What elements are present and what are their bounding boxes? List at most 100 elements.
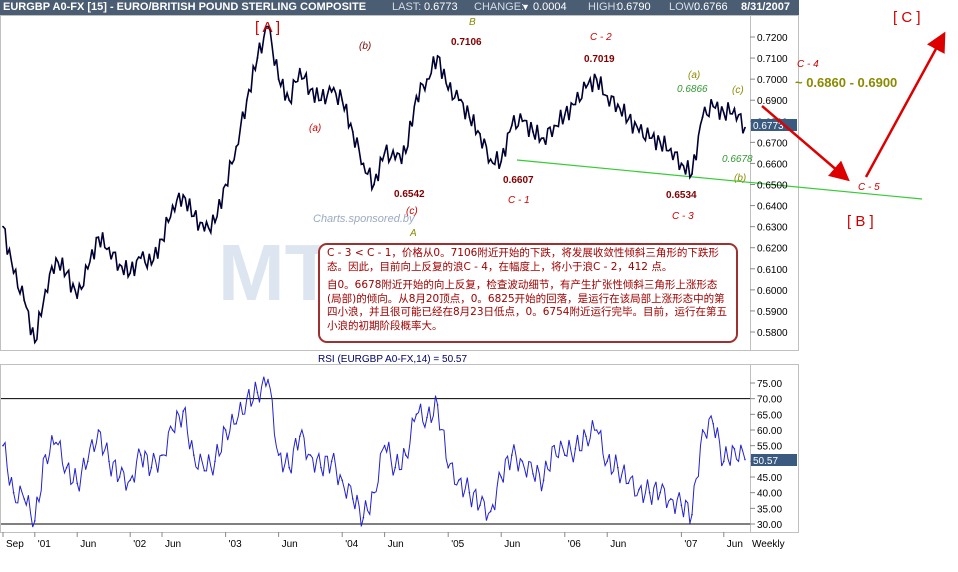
- time-tick-label: '03: [229, 539, 242, 550]
- wave-A: A: [409, 228, 417, 239]
- price-point: [277, 78, 280, 81]
- rsi-point: [691, 513, 693, 516]
- price-point: [574, 103, 577, 106]
- rsi-panel-frame: [0, 364, 751, 533]
- rsi-point: [362, 516, 365, 519]
- price-point: [595, 78, 598, 81]
- time-gridlines: [2, 532, 725, 537]
- rsi-point: [426, 416, 428, 419]
- time-tick-label: Sep: [6, 539, 24, 550]
- price-point: [139, 257, 142, 260]
- rsi-point: [76, 482, 78, 485]
- time-axis-labels: Sep '01 Jun '02 Jun '03 Jun '04 Jun '05 Jun '06 Jun '…: [6, 539, 743, 550]
- forecast-arrow-up: [864, 31, 946, 178]
- rsi-point: [606, 460, 608, 463]
- time-tick-label: Jun: [610, 539, 626, 550]
- price-tick-label: 0.7000: [757, 75, 788, 86]
- price-point: [563, 114, 566, 116]
- price-point: [638, 130, 640, 133]
- time-tick-label: Jun: [727, 539, 743, 550]
- rsi-point: [193, 454, 195, 456]
- label-C-2: C - 2: [590, 32, 612, 43]
- rsi-point: [564, 454, 566, 456]
- watermark-logo: MT: [218, 228, 334, 317]
- low-value: 0.6766: [694, 1, 728, 13]
- label-0.6866: 0.6866: [677, 84, 708, 95]
- rsi-point: [288, 466, 291, 469]
- wave-a1: (a): [309, 123, 321, 134]
- rsi-tick-label: 60.00: [757, 426, 782, 437]
- price-point: [500, 160, 503, 163]
- time-tick-label: '07: [684, 539, 697, 550]
- rsi-point: [712, 422, 714, 425]
- rsi-point: [479, 504, 481, 507]
- price-point: [616, 103, 619, 106]
- analysis-note: C - 3 < C - 1，价格从0。7106附近开始的下跌，将发展收敛性倾斜三…: [318, 243, 738, 343]
- price-point: [436, 55, 439, 57]
- price-point: [373, 183, 375, 186]
- price-point: [108, 246, 110, 249]
- rsi-point: [150, 466, 153, 469]
- rsi-point: [447, 466, 450, 469]
- price-point: [712, 105, 715, 108]
- current-rsi-label: 50.57: [753, 456, 778, 467]
- price-tick-label: 0.6700: [757, 138, 788, 149]
- high-label: HIGH:: [588, 1, 619, 13]
- rsi-point: [733, 448, 736, 450]
- price-point: [330, 90, 333, 93]
- rsi-point: [320, 466, 322, 469]
- label-target: ~ 0.6860 - 0.6900: [795, 75, 897, 90]
- price-point: [267, 25, 269, 28]
- price-point: [86, 267, 89, 270]
- price-point: [118, 263, 121, 266]
- label-0.6607: 0.6607: [503, 175, 534, 186]
- price-point: [691, 173, 693, 175]
- rsi-tick-label: 55.00: [757, 442, 782, 453]
- rsi-point: [203, 469, 206, 472]
- price-point: [256, 57, 259, 59]
- price-point: [12, 272, 15, 274]
- price-point: [33, 341, 36, 344]
- change-label: CHANGE:: [474, 1, 525, 13]
- rsi-point: [161, 454, 163, 456]
- rsi-point: [458, 479, 460, 481]
- rsi-tick-label: 40.00: [757, 489, 782, 500]
- rsi-point: [118, 476, 121, 478]
- price-tick-label: 0.5800: [757, 328, 788, 339]
- price-tick-label: 0.5900: [757, 307, 788, 318]
- rsi-point: [12, 491, 15, 494]
- rsi-point: [108, 460, 110, 463]
- rsi-point: [55, 441, 57, 444]
- price-tick-label: 0.6400: [757, 202, 788, 213]
- rsi-point: [309, 454, 312, 456]
- price-point: [680, 162, 683, 165]
- rsi-point: [532, 473, 534, 475]
- rsi-tick-label: 75.00: [757, 379, 782, 390]
- wave-c1: (c): [406, 206, 418, 217]
- price-point: [161, 238, 163, 241]
- price-series: [2, 25, 746, 345]
- price-tick-label: 0.6300: [757, 223, 788, 234]
- price-tick-label: 0.6000: [757, 286, 788, 297]
- label-C-4: C - 4: [797, 59, 819, 70]
- header-date: 8/31/2007: [741, 1, 790, 13]
- price-point: [288, 99, 291, 102]
- price-point: [214, 221, 216, 224]
- price-point: [341, 99, 344, 102]
- label-0.6542: 0.6542: [394, 189, 425, 200]
- price-axis-labels: 0.72000.71000.70000.69000.68000.67000.66…: [757, 33, 788, 339]
- price-point: [394, 158, 397, 161]
- price-tick-label: 0.6200: [757, 244, 788, 255]
- price-tick-label: 0.7200: [757, 33, 788, 44]
- price-point: [701, 116, 704, 118]
- price-point: [733, 107, 736, 110]
- price-point: [510, 124, 513, 127]
- price-point: [55, 257, 57, 260]
- price-point: [76, 297, 79, 300]
- wave-B: B: [469, 17, 476, 28]
- price-tick-label: 0.6600: [757, 159, 788, 170]
- label-0.6678: 0.6678: [722, 154, 753, 165]
- time-tick-label: '06: [568, 539, 581, 550]
- price-tick-label: 0.7100: [757, 54, 788, 65]
